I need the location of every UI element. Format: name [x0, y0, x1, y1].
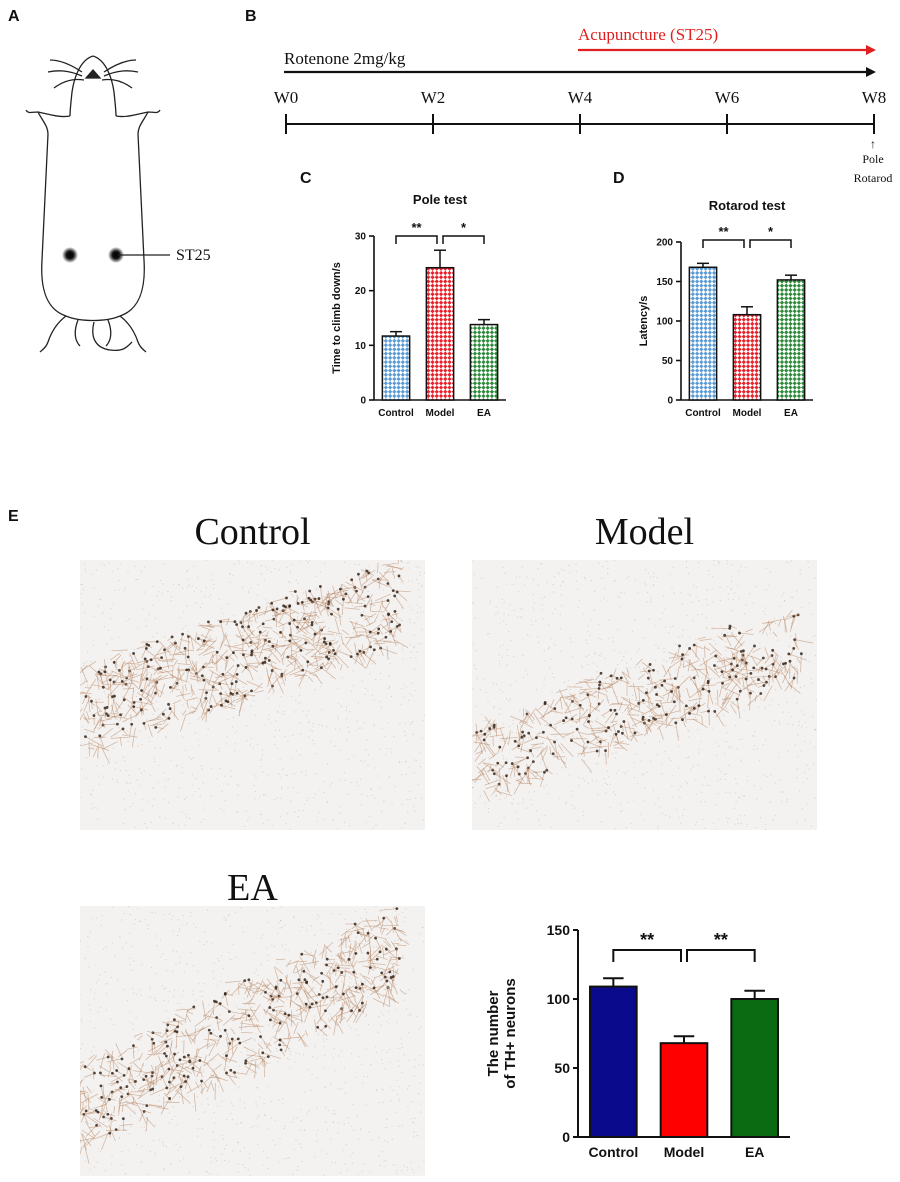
rat-diagram: ST25 — [25, 55, 211, 353]
endpoint-arrow: ↑ — [870, 137, 876, 151]
significance-bracket — [749, 239, 792, 248]
y-tick-label: 20 — [355, 286, 367, 297]
rotenone-label: Rotenone 2mg/kg — [284, 49, 406, 68]
bar-ea — [776, 279, 806, 401]
week-label: W0 — [274, 88, 299, 107]
bar-ea — [730, 998, 779, 1138]
significance-bracket — [395, 235, 438, 244]
pole-test-chart: Pole test 0 10 20 30 Time to climb down/s Cont… — [331, 192, 506, 419]
acupuncture-arrowhead — [866, 45, 876, 55]
y-axis-label: Latency/s — [638, 296, 650, 347]
significance-bracket — [686, 949, 756, 962]
week-ticks — [285, 114, 875, 134]
y-tick-label: 0 — [667, 396, 673, 407]
rat-outline — [25, 55, 161, 353]
y-tick-label: 50 — [554, 1060, 570, 1076]
chart-title: Rotarod test — [709, 198, 786, 213]
week-labels: W0 W2 W4 W6 W8 — [274, 88, 887, 107]
y-axis-label: of TH+ neurons — [502, 978, 519, 1088]
y-tick-label: 0 — [360, 396, 366, 407]
micrograph-ea — [80, 906, 425, 1176]
x-tick-label: Model — [664, 1144, 704, 1160]
y-axis-label: The number — [485, 990, 502, 1076]
significance-bracket — [702, 239, 745, 248]
week-label: W4 — [568, 88, 593, 107]
x-tick-label: Model — [733, 408, 762, 419]
y-axis-label: Time to climb down/s — [331, 262, 343, 374]
y-tick-label: 10 — [355, 341, 367, 352]
x-tick-label: Control — [588, 1144, 638, 1160]
x-tick-label: Control — [685, 408, 721, 419]
y-tick-label: 30 — [355, 232, 367, 243]
significance-bracket — [442, 235, 485, 244]
panel-label-d: D — [613, 170, 625, 187]
rotarod-test-chart: Rotarod test 0 50 100 150 200 Latency/s Control… — [638, 198, 813, 419]
y-tick-label: 100 — [547, 991, 571, 1007]
chart-title: Pole test — [413, 192, 468, 207]
week-label: W6 — [715, 88, 740, 107]
y-tick-label: 150 — [656, 277, 673, 288]
acupoint-label: ST25 — [176, 247, 211, 264]
bar-model — [659, 1042, 709, 1138]
bar-model — [425, 266, 455, 401]
week-label: W8 — [862, 88, 887, 107]
rotenone-arrowhead — [866, 67, 876, 77]
significance-label: ** — [640, 930, 654, 950]
significance-bracket — [612, 949, 682, 962]
y-tick-label: 100 — [656, 317, 673, 328]
panel-label-c: C — [300, 170, 312, 187]
x-tick-label: EA — [784, 408, 798, 419]
bar-ea — [469, 323, 499, 401]
x-tick-label: Control — [378, 408, 414, 419]
x-tick-label: EA — [745, 1144, 764, 1160]
endpoint-label-rotarod: Rotarod — [854, 171, 893, 185]
panel-label-e: E — [8, 508, 19, 525]
endpoint-label-pole: Pole — [862, 152, 883, 166]
y-tick-label: 0 — [562, 1129, 570, 1145]
x-tick-label: Model — [426, 408, 455, 419]
y-tick-label: 50 — [662, 356, 674, 367]
significance-label: ** — [714, 930, 728, 950]
acupoint-left — [62, 247, 78, 263]
panel-label-b: B — [245, 8, 257, 25]
y-tick-label: 200 — [656, 238, 673, 249]
significance-label: ** — [718, 224, 729, 239]
image-title-model: Model — [594, 511, 695, 553]
timeline-diagram: Acupuncture (ST25) Rotenone 2mg/kg W0 W2 W… — [274, 25, 893, 185]
significance-label: * — [461, 220, 467, 235]
y-tick-label: 150 — [547, 922, 571, 938]
image-title-control: Control — [194, 511, 311, 553]
acupoint-right — [108, 247, 124, 263]
micrograph-model — [472, 560, 817, 830]
acupuncture-label: Acupuncture (ST25) — [578, 25, 718, 44]
significance-label: * — [768, 224, 774, 239]
image-title-ea: EA — [227, 867, 278, 909]
th-neurons-chart: 0 50 100 150 The number of TH+ neurons Control… — [485, 922, 790, 1160]
micrograph-control — [80, 560, 425, 830]
bar-control — [688, 266, 718, 401]
x-tick-label: EA — [477, 408, 491, 419]
week-label: W2 — [421, 88, 446, 107]
significance-label: ** — [411, 220, 422, 235]
bar-control — [381, 335, 411, 401]
bar-control — [589, 985, 638, 1138]
panel-label-a: A — [8, 8, 20, 25]
bar-model — [732, 313, 762, 401]
